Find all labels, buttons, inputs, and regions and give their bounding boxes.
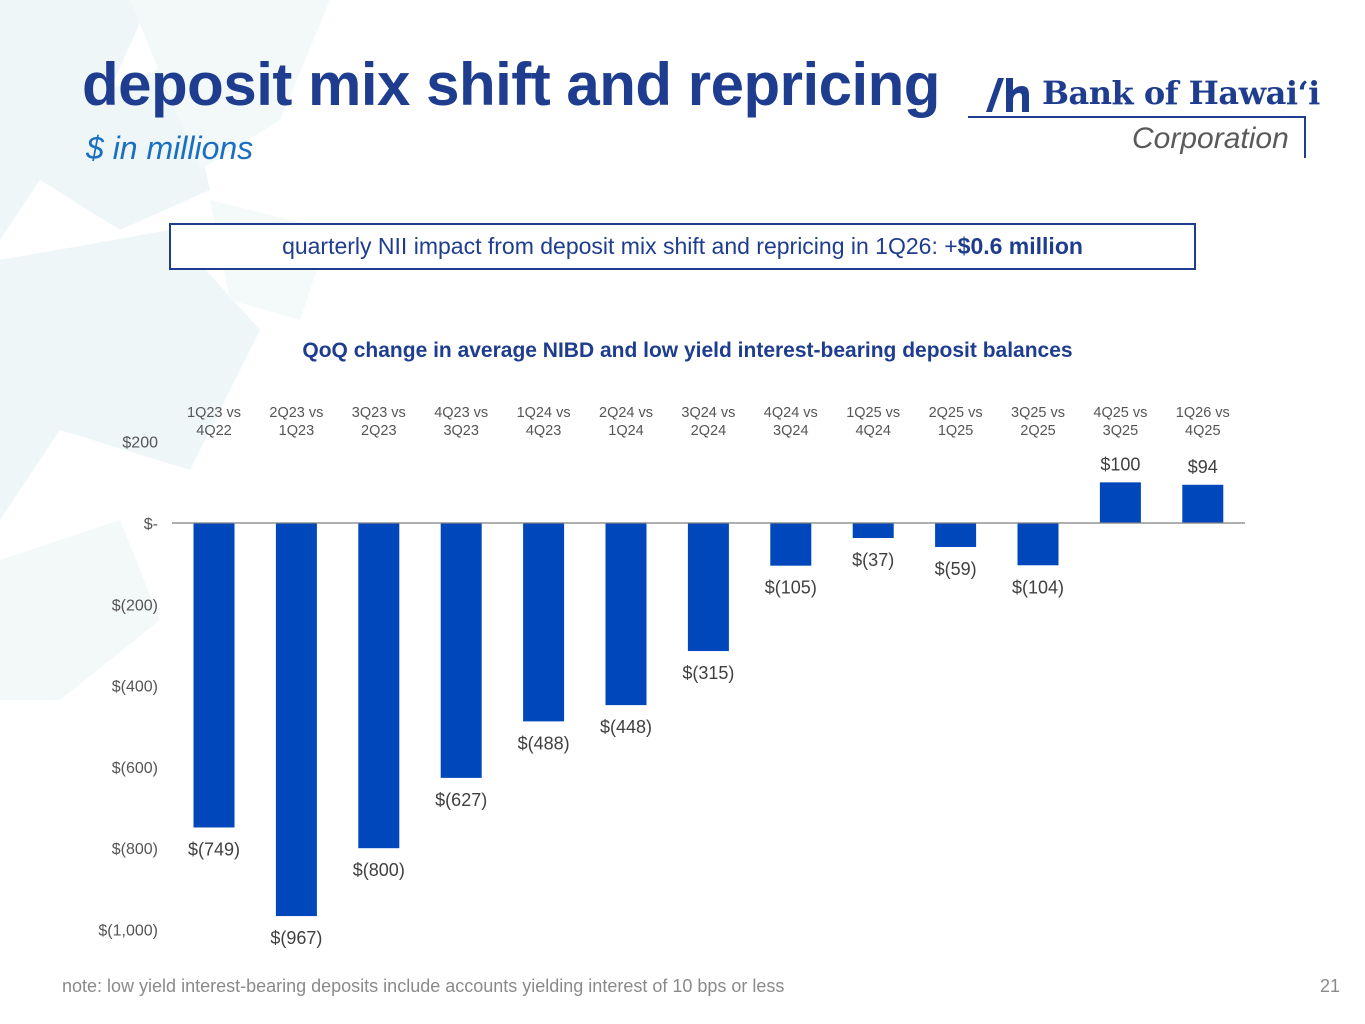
data-label: $(627)	[435, 790, 487, 810]
category-label: 1Q23 vs	[187, 405, 241, 421]
callout-text: quarterly NII impact from deposit mix sh…	[282, 233, 958, 259]
data-label: $(59)	[935, 559, 977, 579]
category-label: 3Q25 vs	[1011, 405, 1065, 421]
y-tick-label: $(800)	[112, 841, 158, 858]
data-label: $(315)	[682, 663, 734, 683]
data-label: $(749)	[188, 839, 240, 859]
bar	[1099, 482, 1141, 523]
category-label: 4Q25 vs	[1093, 405, 1147, 421]
y-tick-label: $(400)	[112, 679, 158, 696]
category-label: 2Q25	[1020, 423, 1055, 439]
bank-logo-name: Bank of Hawaiʻi	[1042, 74, 1320, 112]
data-label: $(37)	[852, 550, 894, 570]
category-label: 1Q24	[608, 423, 643, 439]
category-label: 4Q24	[855, 423, 890, 439]
bar	[770, 523, 812, 566]
category-label: 3Q23 vs	[352, 405, 406, 421]
category-label: 1Q26 vs	[1176, 405, 1230, 421]
bank-logo: Bank of Hawaiʻi Corporation	[968, 68, 1320, 160]
slide-title: deposit mix shift and repricing	[82, 51, 940, 118]
bar	[358, 523, 400, 849]
category-label: 1Q25	[938, 423, 973, 439]
bar	[605, 523, 647, 706]
data-label: $100	[1100, 454, 1140, 474]
data-label: $(448)	[600, 717, 652, 737]
y-tick-label: $(1,000)	[98, 923, 158, 940]
bank-logo-icon	[986, 78, 1029, 112]
data-label: $(488)	[518, 733, 570, 753]
y-tick-label: $(600)	[112, 760, 158, 777]
category-label: 4Q23 vs	[434, 405, 488, 421]
category-label: 4Q23	[526, 423, 561, 439]
nii-impact-callout: quarterly NII impact from deposit mix sh…	[169, 223, 1196, 270]
data-label: $94	[1188, 457, 1218, 477]
bar	[935, 523, 977, 547]
bank-logo-vertical-rule	[1304, 116, 1306, 158]
category-label: 4Q24 vs	[764, 405, 818, 421]
footnote: note: low yield interest-bearing deposit…	[62, 976, 785, 996]
y-tick-label: $-	[144, 516, 158, 533]
category-label: 1Q23	[279, 423, 314, 439]
y-tick-label: $(200)	[112, 597, 158, 614]
bank-logo-corporation: Corporation	[1132, 122, 1289, 155]
category-label: 2Q23	[361, 423, 396, 439]
category-label: 2Q24 vs	[599, 405, 653, 421]
slide-subtitle: $ in millions	[86, 130, 254, 166]
data-label: $(105)	[765, 578, 817, 598]
bar	[1017, 523, 1059, 566]
bar	[852, 523, 894, 539]
category-label: 1Q24 vs	[517, 405, 571, 421]
category-label: 1Q25 vs	[846, 405, 900, 421]
data-label: $(104)	[1012, 577, 1064, 597]
category-label: 3Q24	[773, 423, 808, 439]
category-label: 2Q25 vs	[929, 405, 983, 421]
bar	[193, 523, 235, 828]
category-label: 3Q23	[443, 423, 478, 439]
callout-value: $0.6 million	[957, 233, 1083, 259]
bar	[687, 523, 729, 652]
category-label: 4Q22	[196, 423, 231, 439]
category-label: 2Q23 vs	[269, 405, 323, 421]
data-label: $(800)	[353, 860, 405, 880]
bar	[523, 523, 565, 722]
y-tick-label: $200	[122, 435, 158, 452]
bank-logo-rule	[968, 116, 1306, 118]
page-number: 21	[1320, 976, 1341, 996]
category-label: 2Q24	[691, 423, 726, 439]
data-label: $(967)	[270, 928, 322, 948]
bar	[275, 523, 317, 917]
category-label: 3Q25	[1103, 423, 1138, 439]
category-label: 4Q25	[1185, 423, 1220, 439]
bar	[1182, 484, 1224, 523]
chart-title: QoQ change in average NIBD and low yield…	[302, 339, 1073, 362]
bar	[440, 523, 482, 778]
category-label: 3Q24 vs	[681, 405, 735, 421]
